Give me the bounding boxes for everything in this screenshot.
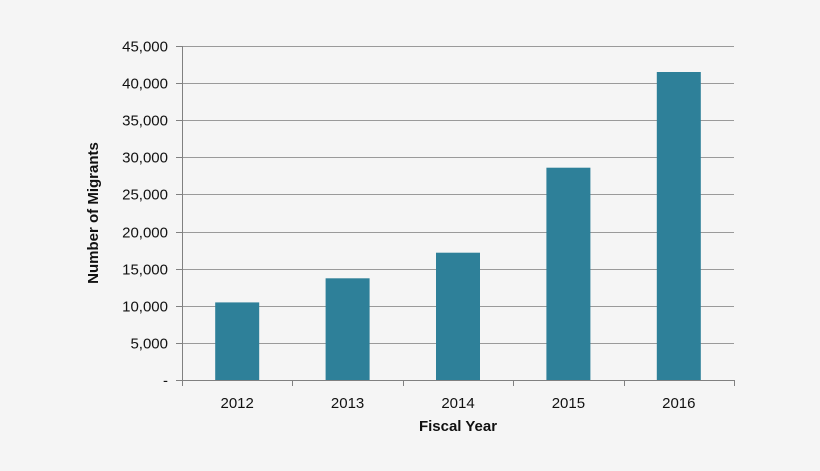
y-tick-label: 40,000: [122, 76, 168, 93]
bar-2016: [656, 72, 701, 380]
y-tick-label: 30,000: [122, 150, 168, 167]
bar-2013: [325, 278, 370, 380]
y-tick-label: 10,000: [122, 299, 168, 316]
x-tick-label: 2013: [331, 395, 364, 412]
y-tick-labels: - 5,000 10,000 15,000 20,000 25,000 30,000 35,0…: [122, 39, 182, 390]
bar-2012: [215, 302, 260, 380]
x-tick-label: 2016: [662, 395, 695, 412]
y-tick-label: -: [163, 373, 168, 390]
x-tick-label: 2014: [441, 395, 474, 412]
y-tick-label: 35,000: [122, 113, 168, 130]
axes: [182, 46, 735, 386]
y-tick-label: 20,000: [122, 225, 168, 242]
gridlines: [182, 46, 734, 344]
y-tick-label: 45,000: [122, 39, 168, 56]
y-tick-label: 15,000: [122, 262, 168, 279]
bar-2014: [436, 252, 480, 380]
x-axis-title: Fiscal Year: [419, 418, 497, 435]
bars: [215, 72, 701, 380]
x-tick-labels: 2012 2013 2014 2015 2016: [221, 395, 696, 412]
x-tick-label: 2012: [221, 395, 254, 412]
x-tick-label: 2015: [552, 395, 585, 412]
y-tick-label: 25,000: [122, 187, 168, 204]
bar-2015: [546, 167, 591, 380]
y-tick-label: 5,000: [130, 336, 168, 353]
y-axis-title: Number of Migrants: [85, 142, 102, 284]
